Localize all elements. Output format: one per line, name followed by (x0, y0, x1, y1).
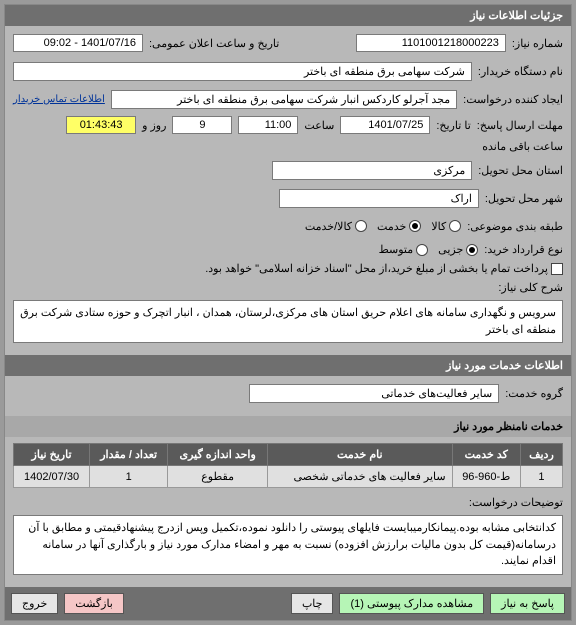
need-no-label: شماره نیاز: (512, 37, 563, 50)
notes-label: توضیحات درخواست: (469, 496, 563, 509)
cell-code: ط-960-96 (452, 466, 520, 488)
deadline-time-value: 11:00 (238, 116, 298, 134)
checkbox-icon (551, 263, 563, 275)
cell-date: 1402/07/30 (14, 466, 90, 488)
notes-value: کدانتخابی مشابه بوده.پیمانکارمیبایست فای… (13, 515, 563, 575)
print-button[interactable]: چاپ (291, 593, 334, 614)
radio-icon (449, 220, 461, 232)
services-body: گروه خدمت: سایر فعالیت‌های خدماتی (5, 376, 571, 416)
reply-button[interactable]: پاسخ به نیاز (490, 593, 565, 614)
cell-unit: مقطوع (168, 466, 268, 488)
services-subsection-title: خدمات نامنظر مورد نیاز (5, 416, 571, 437)
header-body: شماره نیاز: 1101001218000223 تاریخ و ساع… (5, 26, 571, 355)
remaining-label: ساعت باقی مانده (482, 140, 563, 153)
province-value: مرکزی (272, 161, 472, 180)
services-section-title: اطلاعات خدمات مورد نیاز (5, 355, 571, 376)
service-group-value: سایر فعالیت‌های خدماتی (249, 384, 499, 403)
radio-icon (355, 220, 367, 232)
partial-pay-label: پرداخت تمام یا بخشی از مبلغ خرید،از محل … (205, 262, 548, 275)
service-group-label: گروه خدمت: (505, 387, 563, 400)
cell-qty: 1 (90, 466, 168, 488)
col-header: تاریخ نیاز (14, 444, 90, 466)
radio-icon (409, 220, 421, 232)
deadline-label: مهلت ارسال پاسخ: (477, 119, 563, 132)
buyer-device-value: شرکت سهامی برق منطقه ای باختر (13, 62, 472, 81)
pub-datetime-value: 1401/07/16 - 09:02 (13, 34, 143, 52)
cell-index: 1 (520, 466, 562, 488)
radio-label: جزیی (438, 243, 463, 256)
col-header: واحد اندازه گیری (168, 444, 268, 466)
buy-type-option-0[interactable]: جزیی (438, 243, 478, 256)
services-table-body: ردیف کد خدمت نام خدمت واحد اندازه گیری ت… (5, 437, 571, 587)
radio-label: خدمت (377, 220, 406, 233)
province-label: استان محل تحویل: (478, 164, 563, 177)
col-header: ردیف (520, 444, 562, 466)
exit-button[interactable]: خروج (11, 593, 58, 614)
buy-type-option-1[interactable]: متوسط (379, 243, 429, 256)
table-header-row: ردیف کد خدمت نام خدمت واحد اندازه گیری ت… (14, 444, 563, 466)
window-title: جزئیات اطلاعات نیاز (5, 5, 571, 26)
need-no-value: 1101001218000223 (356, 34, 506, 52)
creator-value: مجد آجرلو کاردکس انبار شرکت سهامی برق من… (111, 90, 457, 109)
city-label: شهر محل تحویل: (485, 192, 563, 205)
buyer-device-label: نام دستگاه خریدار: (478, 65, 563, 78)
partial-pay-checkbox[interactable]: پرداخت تمام یا بخشی از مبلغ خرید،از محل … (205, 262, 563, 275)
radio-label: کالا/خدمت (305, 220, 352, 233)
buy-type-radio-group: جزیی متوسط (379, 243, 479, 256)
services-table: ردیف کد خدمت نام خدمت واحد اندازه گیری ت… (13, 443, 563, 488)
col-header: تعداد / مقدار (90, 444, 168, 466)
col-header: کد خدمت (452, 444, 520, 466)
main-panel: جزئیات اطلاعات نیاز شماره نیاز: 11010012… (4, 4, 572, 621)
creator-label: ایجاد کننده درخواست: (463, 93, 563, 106)
hour-label: ساعت (304, 119, 334, 132)
cell-name: سایر فعالیت های خدماتی شخصی (268, 466, 453, 488)
category-label: طبقه بندی موضوعی: (467, 220, 563, 233)
days-and-label: روز و (142, 119, 166, 132)
buy-type-label: نوع قرارداد خرید: (484, 243, 563, 256)
need-key-label: شرح کلی نیاز: (498, 281, 563, 294)
need-description-value: سرویس و نگهداری سامانه های اعلام حریق اس… (13, 300, 563, 343)
category-radio-group: کالا خدمت کالا/خدمت (305, 220, 461, 233)
back-button[interactable]: بازگشت (64, 593, 124, 614)
attachments-button[interactable]: مشاهده مدارک پیوستی (1) (339, 593, 484, 614)
days-remaining-value: 9 (172, 116, 232, 134)
radio-label: کالا (431, 220, 446, 233)
col-header: نام خدمت (268, 444, 453, 466)
deadline-date-value: 1401/07/25 (340, 116, 430, 134)
footer-bar: پاسخ به نیاز مشاهده مدارک پیوستی (1) چاپ… (5, 587, 571, 620)
pub-datetime-label: تاریخ و ساعت اعلان عمومی: (149, 37, 279, 50)
radio-icon (416, 244, 428, 256)
category-option-kala[interactable]: کالا (431, 220, 461, 233)
contact-info-link[interactable]: اطلاعات تماس خریدار (13, 94, 105, 105)
category-option-khedmat[interactable]: خدمت (377, 220, 421, 233)
category-option-both[interactable]: کالا/خدمت (305, 220, 367, 233)
radio-label: متوسط (379, 243, 414, 256)
radio-icon (466, 244, 478, 256)
time-remaining-value: 01:43:43 (66, 116, 136, 134)
until-label: تا تاریخ: (436, 119, 470, 132)
city-value: اراک (279, 189, 479, 208)
table-row[interactable]: 1 ط-960-96 سایر فعالیت های خدماتی شخصی م… (14, 466, 563, 488)
